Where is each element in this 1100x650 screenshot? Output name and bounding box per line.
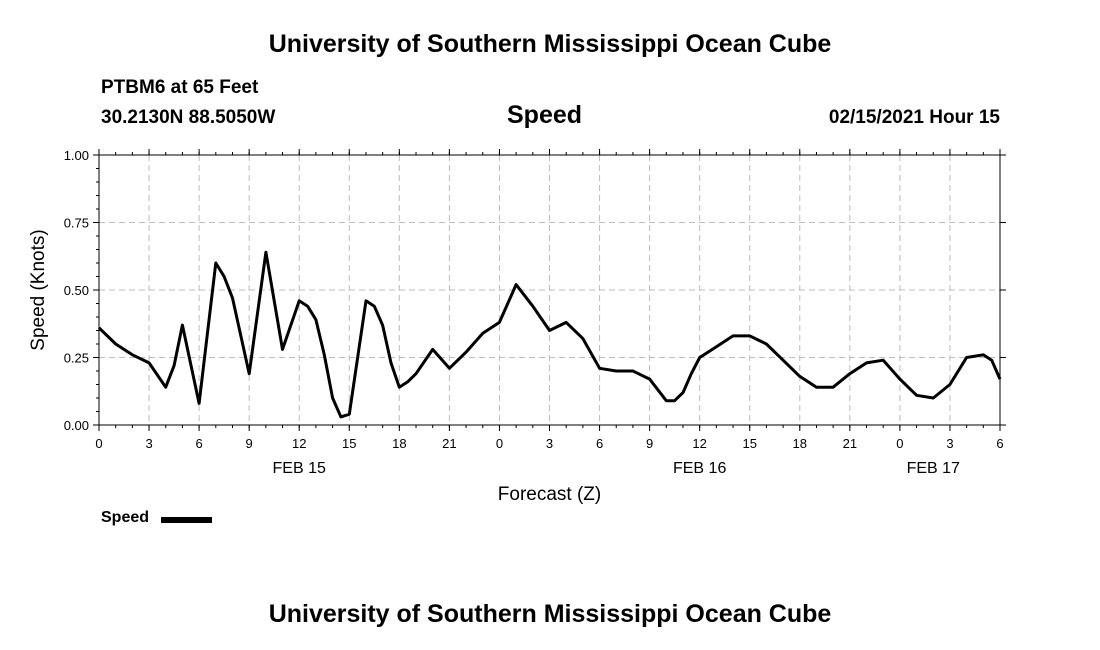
x-tick-label: 12 — [692, 436, 706, 451]
y-tick-label: 0.75 — [64, 216, 89, 231]
x-tick-label: 15 — [742, 436, 756, 451]
x-tick-label: 0 — [496, 436, 503, 451]
x-tick-label: 6 — [596, 436, 603, 451]
x-tick-label: 21 — [843, 436, 857, 451]
y-tick-label: 0.00 — [64, 418, 89, 433]
x-tick-label: 9 — [246, 436, 253, 451]
x-tick-label: 6 — [996, 436, 1003, 451]
x-date-label: FEB 17 — [907, 460, 960, 477]
x-tick-label: 18 — [793, 436, 807, 451]
x-date-label: FEB 16 — [673, 460, 726, 477]
legend-line-swatch — [161, 517, 212, 523]
y-tick-label: 0.50 — [64, 283, 89, 298]
x-tick-label: 0 — [95, 436, 102, 451]
x-axis-title: Forecast (Z) — [498, 484, 601, 505]
legend-label: Speed — [101, 509, 150, 526]
x-tick-label: 3 — [546, 436, 553, 451]
y-axis-title: Speed (Knots) — [28, 229, 49, 350]
x-tick-label: 18 — [392, 436, 406, 451]
y-tick-label: 0.25 — [64, 351, 89, 366]
x-tick-label: 9 — [646, 436, 653, 451]
x-tick-label: 3 — [946, 436, 953, 451]
y-tick-label: 1.00 — [64, 148, 89, 163]
footer-title: University of Southern Mississippi Ocean… — [268, 600, 832, 628]
coords-label: 30.2130N 88.5050W — [101, 107, 276, 128]
x-tick-label: 15 — [342, 436, 356, 451]
page-title: University of Southern Mississippi Ocean… — [268, 30, 832, 58]
x-tick-label: 3 — [145, 436, 152, 451]
x-tick-label: 6 — [195, 436, 202, 451]
datetime-label: 02/15/2021 Hour 15 — [828, 107, 1000, 128]
plot-frame — [98, 154, 1001, 426]
plot-title: Speed — [507, 101, 583, 129]
x-tick-label: 12 — [292, 436, 306, 451]
speed-series-line — [97, 250, 1002, 419]
station-label: PTBM6 at 65 Feet — [101, 77, 259, 98]
x-tick-label: 21 — [442, 436, 456, 451]
x-date-label: FEB 15 — [273, 460, 326, 477]
x-tick-label: 0 — [896, 436, 903, 451]
